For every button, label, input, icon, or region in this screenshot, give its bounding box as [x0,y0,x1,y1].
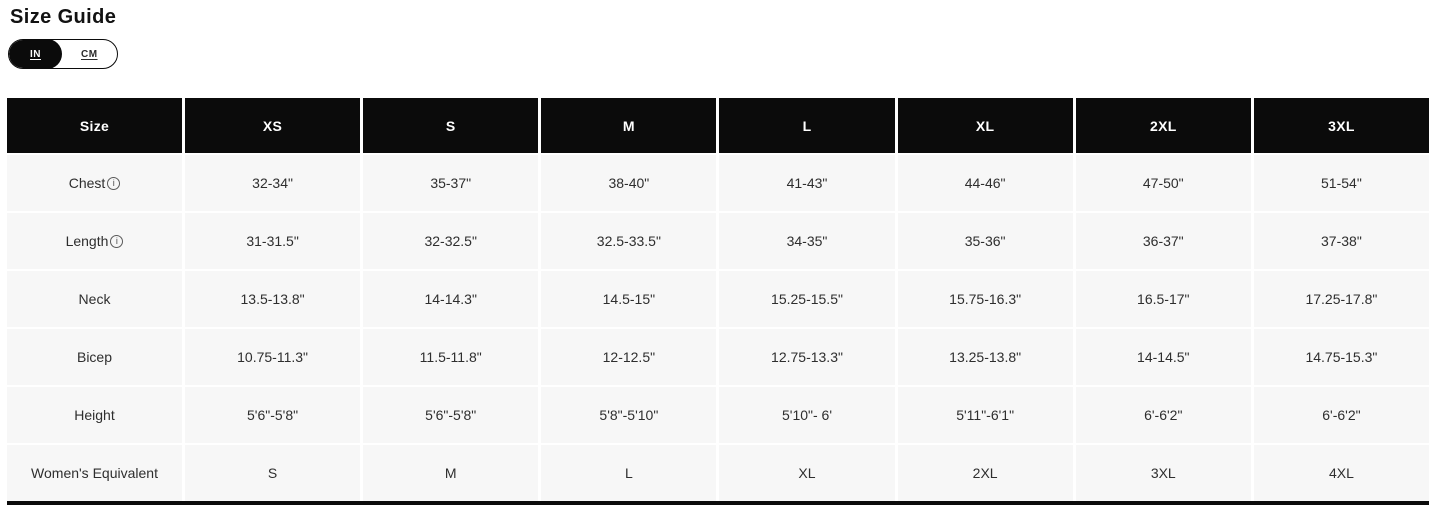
size-value-cell: 12.75-13.3" [719,329,895,385]
size-value-cell: 16.5-17" [1075,271,1251,327]
unit-toggle-cm[interactable]: CM [62,40,117,68]
size-value-cell: 31-31.5" [185,213,361,269]
row-label-chest: Chest i [7,155,182,211]
size-value-cell: 35-37" [363,155,539,211]
size-value-cell: 44-46" [897,155,1073,211]
size-guide-table: Size XS S M L XL 2XL 3XL Chest i 32-34" 35-37" 38-40… [7,98,1429,501]
size-value-cell: 5'11"-6'1" [897,387,1073,443]
size-value-cell: 15.25-15.5" [719,271,895,327]
size-value-cell: 11.5-11.8" [363,329,539,385]
row-label-neck: Neck [7,271,182,327]
size-value-cell: 32-34" [185,155,361,211]
column-header-s: S [363,98,539,153]
row-label-height: Height [7,387,182,443]
row-label-text: Length [65,233,109,249]
size-value-cell: 32.5-33.5" [541,213,717,269]
row-label-bicep: Bicep [7,329,182,385]
column-header-m: M [541,98,717,153]
size-value-cell: L [541,445,717,501]
size-value-cell: 14.5-15" [541,271,717,327]
size-value-cell: 5'8"-5'10" [541,387,717,443]
unit-toggle[interactable]: IN CM [8,39,118,69]
row-label-women-s-equivalent: Women's Equivalent [7,445,182,501]
size-value-cell: 14-14.5" [1075,329,1251,385]
column-header-xs: XS [185,98,361,153]
column-header-size: Size [7,98,182,153]
size-value-cell: XL [719,445,895,501]
size-value-cell: 5'6"-5'8" [363,387,539,443]
size-value-cell: 35-36" [897,213,1073,269]
page-title: Size Guide [10,6,117,28]
size-value-cell: 5'10"- 6' [719,387,895,443]
size-value-cell: 36-37" [1075,213,1251,269]
row-label-text: Height [74,407,115,423]
size-value-cell: 51-54" [1253,155,1429,211]
size-value-cell: S [185,445,361,501]
row-label-text: Women's Equivalent [31,465,158,481]
unit-toggle-in[interactable]: IN [9,40,62,68]
size-value-cell: 14.75-15.3" [1253,329,1429,385]
size-value-cell: 41-43" [719,155,895,211]
size-value-cell: 2XL [897,445,1073,501]
size-value-cell: M [363,445,539,501]
size-value-cell: 15.75-16.3" [897,271,1073,327]
row-label-text: Bicep [76,349,113,365]
size-value-cell: 6'-6'2" [1253,387,1429,443]
size-value-cell: 47-50" [1075,155,1251,211]
size-value-cell: 37-38" [1253,213,1429,269]
table-bottom-bar [7,501,1429,505]
size-value-cell: 13.5-13.8" [185,271,361,327]
size-guide-page: Size Guide IN CM Size XS S M L XL 2XL 3XL Chest i… [7,6,1429,505]
info-icon[interactable]: i [107,176,121,190]
size-value-cell: 32-32.5" [363,213,539,269]
column-header-xl: XL [897,98,1073,153]
size-value-cell: 3XL [1075,445,1251,501]
size-value-cell: 34-35" [719,213,895,269]
column-header-l: L [719,98,895,153]
info-icon[interactable]: i [110,234,124,248]
size-value-cell: 6'-6'2" [1075,387,1251,443]
size-value-cell: 4XL [1253,445,1429,501]
size-value-cell: 14-14.3" [363,271,539,327]
size-value-cell: 38-40" [541,155,717,211]
size-value-cell: 13.25-13.8" [897,329,1073,385]
size-value-cell: 12-12.5" [541,329,717,385]
row-label-text: Chest [68,175,106,191]
row-label-length: Length i [7,213,182,269]
row-label-text: Neck [78,291,111,307]
size-value-cell: 5'6"-5'8" [185,387,361,443]
size-value-cell: 10.75-11.3" [185,329,361,385]
size-value-cell: 17.25-17.8" [1253,271,1429,327]
column-header-2xl: 2XL [1075,98,1251,153]
column-header-3xl: 3XL [1253,98,1429,153]
